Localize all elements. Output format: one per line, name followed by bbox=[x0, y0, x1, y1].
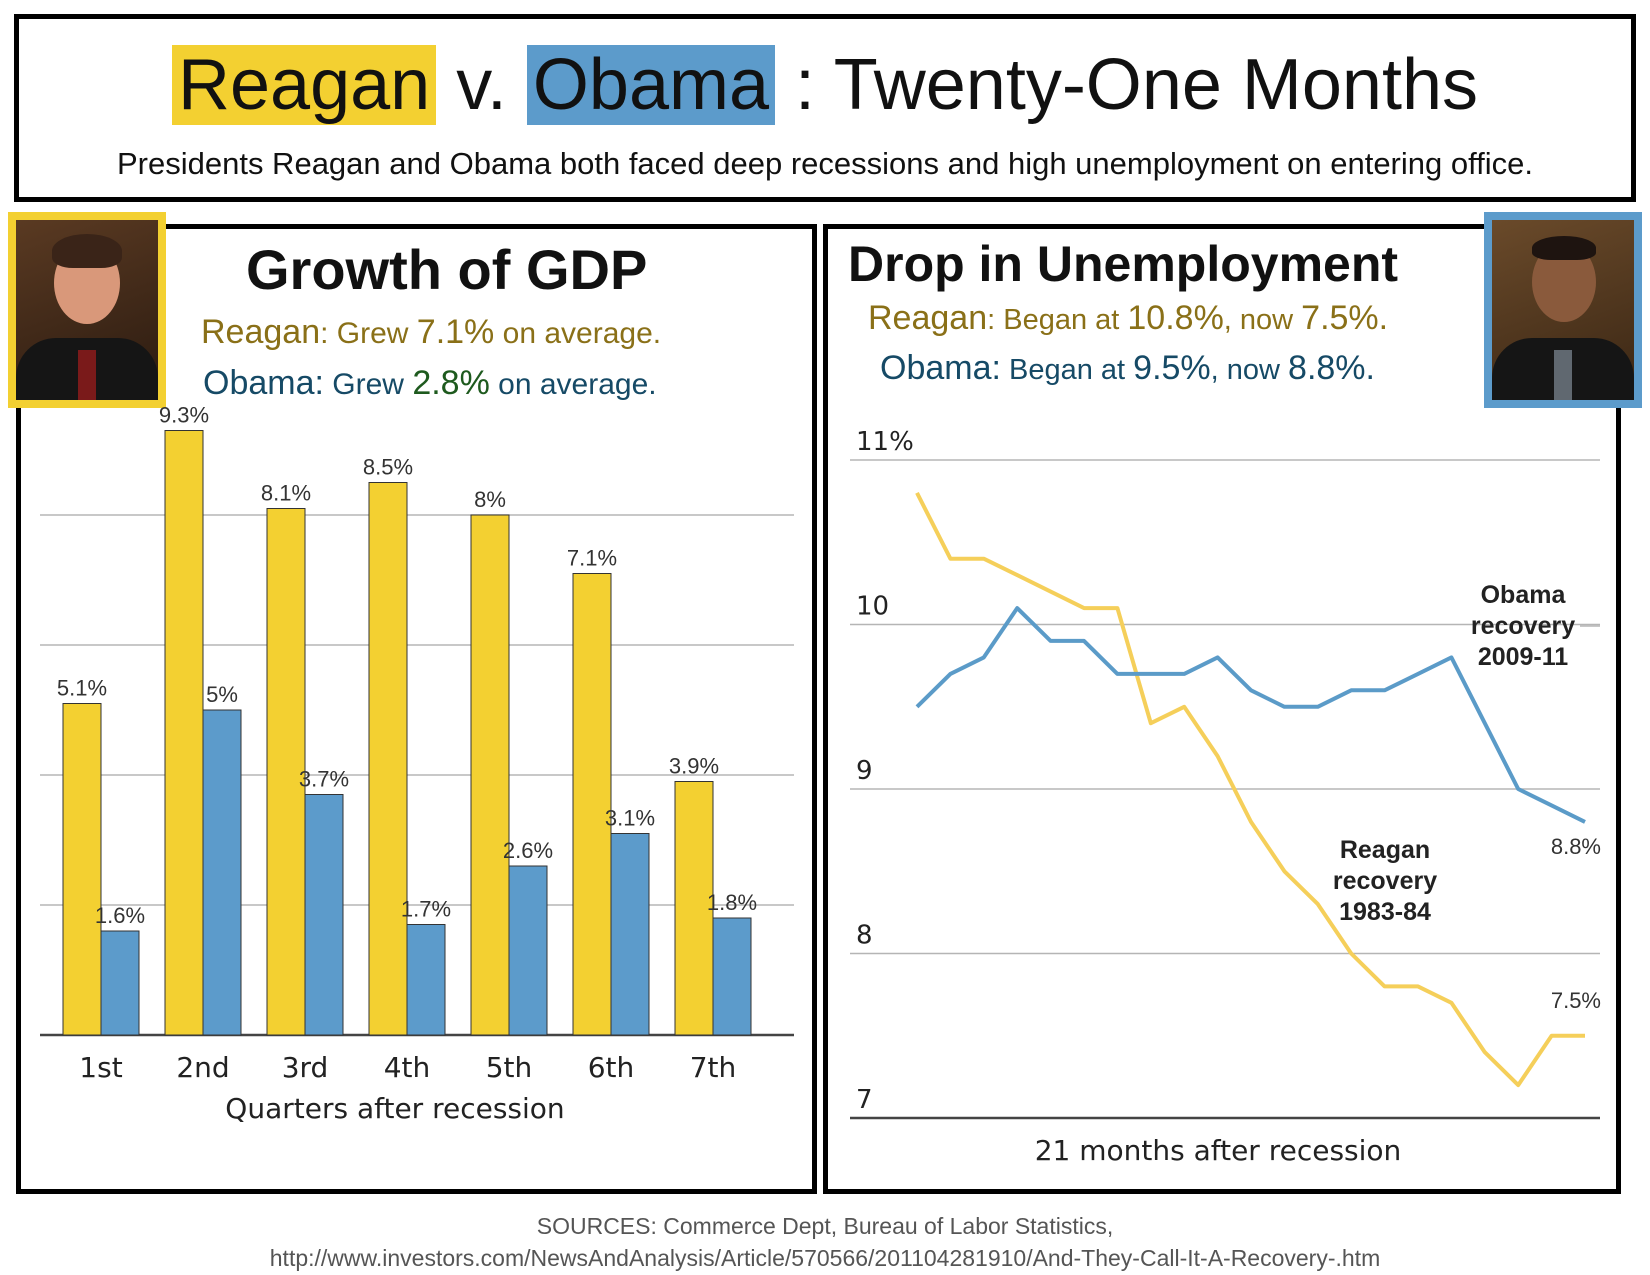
obama-series-label: recovery bbox=[1471, 612, 1575, 640]
unemp-obama-text-b: , now bbox=[1210, 354, 1289, 386]
reagan-series-label: recovery bbox=[1333, 867, 1437, 895]
gdp-bar-label: 3.1% bbox=[605, 806, 655, 831]
gdp-bar bbox=[304, 794, 344, 1036]
unemp-obama-stat: Obama: Began at 9.5%, now 8.8%. bbox=[880, 349, 1375, 388]
gdp-reagan-stat: Reagan: Grew 7.1% on average. bbox=[201, 313, 661, 352]
unemp-y-tick-label: 11% bbox=[856, 427, 914, 457]
gdp-bar-label: 8.1% bbox=[261, 481, 311, 506]
unemp-reagan-name: Reagan bbox=[868, 299, 988, 337]
unemp-reagan-start: 10.8% bbox=[1127, 299, 1224, 337]
gdp-bar bbox=[266, 508, 306, 1036]
gdp-obama-stat: Obama: Grew 2.8% on average. bbox=[203, 364, 657, 403]
gdp-bar bbox=[674, 781, 714, 1036]
gdp-category-label: 3rd bbox=[282, 1051, 329, 1084]
main-title: Reagan v. Obama : Twenty-One Months bbox=[19, 41, 1631, 129]
obama-end-label: 8.8% bbox=[1551, 834, 1601, 859]
unemp-reagan-stat: Reagan: Began at 10.8%, now 7.5%. bbox=[868, 299, 1388, 338]
unemp-obama-name: Obama: bbox=[880, 349, 1001, 387]
obama-portrait bbox=[1484, 212, 1642, 408]
gdp-reagan-value: 7.1% bbox=[416, 313, 495, 351]
unemp-x-axis-label: 21 months after recession bbox=[1035, 1134, 1402, 1167]
gdp-obama-text-a: Grew bbox=[323, 368, 413, 401]
unemp-y-tick-label: 8 bbox=[856, 921, 873, 951]
unemp-obama-now: 8.8% bbox=[1288, 349, 1366, 387]
gdp-obama-name: Obama: bbox=[203, 364, 324, 402]
unemp-reagan-text-a: : Began at bbox=[987, 304, 1128, 336]
gdp-category-label: 7th bbox=[690, 1051, 737, 1084]
gdp-category-label: 1st bbox=[79, 1051, 122, 1084]
unemp-y-tick-label: 10 bbox=[856, 592, 889, 622]
obama-tie bbox=[1554, 350, 1572, 400]
gdp-bar-label: 1.8% bbox=[707, 890, 757, 915]
reagan-tie bbox=[78, 350, 96, 400]
gdp-bar-label: 1.6% bbox=[95, 903, 145, 928]
gdp-bar bbox=[610, 833, 650, 1036]
gdp-bar bbox=[100, 930, 140, 1036]
unemp-obama-start: 9.5% bbox=[1133, 349, 1211, 387]
gdp-bar bbox=[470, 514, 510, 1036]
gdp-bar bbox=[202, 709, 242, 1036]
gdp-bar bbox=[572, 573, 612, 1036]
gdp-bar bbox=[508, 865, 548, 1036]
gdp-reagan-text-a: : Grew bbox=[320, 317, 417, 350]
gdp-title: Growth of GDP bbox=[246, 238, 648, 301]
gdp-bar-label: 9.3% bbox=[159, 403, 209, 428]
gdp-bar bbox=[164, 430, 204, 1036]
title-reagan: Reagan bbox=[171, 45, 437, 125]
gdp-category-label: 6th bbox=[588, 1051, 635, 1084]
unemp-reagan-text-b: , now bbox=[1223, 304, 1302, 336]
reagan-end-label: 7.5% bbox=[1551, 988, 1601, 1013]
gdp-bar-label: 8.5% bbox=[363, 455, 413, 480]
obama-line bbox=[915, 606, 1586, 824]
sources-line-2: http://www.investors.com/NewsAndAnalysis… bbox=[269, 1245, 1381, 1271]
unemp-obama-text-a: Began at bbox=[1000, 354, 1134, 386]
gdp-bar-label: 1.7% bbox=[401, 897, 451, 922]
gdp-bar bbox=[712, 917, 752, 1036]
gdp-bar-label: 8% bbox=[474, 487, 506, 512]
gdp-reagan-text-b: on average. bbox=[494, 317, 662, 350]
title-rest: : Twenty-One Months bbox=[795, 45, 1479, 125]
reagan-portrait bbox=[8, 212, 166, 408]
unemp-y-tick-label: 9 bbox=[856, 756, 873, 786]
gdp-reagan-name: Reagan bbox=[201, 313, 321, 351]
gdp-category-label: 5th bbox=[486, 1051, 533, 1084]
reagan-hair bbox=[52, 234, 122, 268]
unemp-y-tick-label: 7 bbox=[856, 1085, 873, 1115]
obama-series-label: 2009-11 bbox=[1478, 643, 1568, 671]
reagan-series-label: 1983-84 bbox=[1339, 898, 1431, 926]
gdp-category-label: 2nd bbox=[176, 1051, 229, 1084]
gdp-bar-label: 5% bbox=[206, 682, 238, 707]
gdp-bar-label: 5.1% bbox=[57, 676, 107, 701]
unemp-reagan-now: 7.5% bbox=[1301, 299, 1379, 337]
title-v: v. bbox=[456, 45, 507, 125]
gdp-obama-text-b: on average. bbox=[489, 368, 657, 401]
gdp-bar bbox=[62, 703, 102, 1036]
header-box: Reagan v. Obama : Twenty-One Months Pres… bbox=[14, 14, 1636, 202]
unemp-obama-text-c: . bbox=[1365, 349, 1375, 387]
gdp-bar-label: 7.1% bbox=[567, 546, 617, 571]
unemp-reagan-text-c: . bbox=[1378, 299, 1389, 337]
unemployment-title: Drop in Unemployment bbox=[848, 236, 1399, 292]
sources-line-1: SOURCES: Commerce Dept, Bureau of Labor … bbox=[536, 1213, 1114, 1239]
gdp-x-axis-label: Quarters after recession bbox=[225, 1092, 564, 1125]
gdp-obama-value: 2.8% bbox=[412, 364, 490, 402]
title-obama: Obama bbox=[526, 45, 776, 125]
gdp-category-label: 4th bbox=[384, 1051, 431, 1084]
gdp-bar-label: 3.9% bbox=[669, 754, 719, 779]
obama-series-label: Obama bbox=[1481, 581, 1567, 609]
gdp-bar-label: 3.7% bbox=[299, 767, 349, 792]
obama-hair bbox=[1532, 236, 1596, 260]
gdp-bar-label: 2.6% bbox=[503, 838, 553, 863]
gdp-bar bbox=[406, 924, 446, 1036]
subtitle: Presidents Reagan and Obama both faced d… bbox=[116, 146, 1534, 181]
reagan-line bbox=[915, 491, 1585, 1088]
reagan-series-label: Reagan bbox=[1340, 836, 1430, 864]
gdp-bar bbox=[368, 482, 408, 1036]
sources: SOURCES: Commerce Dept, Bureau of Labor … bbox=[0, 1210, 1650, 1274]
